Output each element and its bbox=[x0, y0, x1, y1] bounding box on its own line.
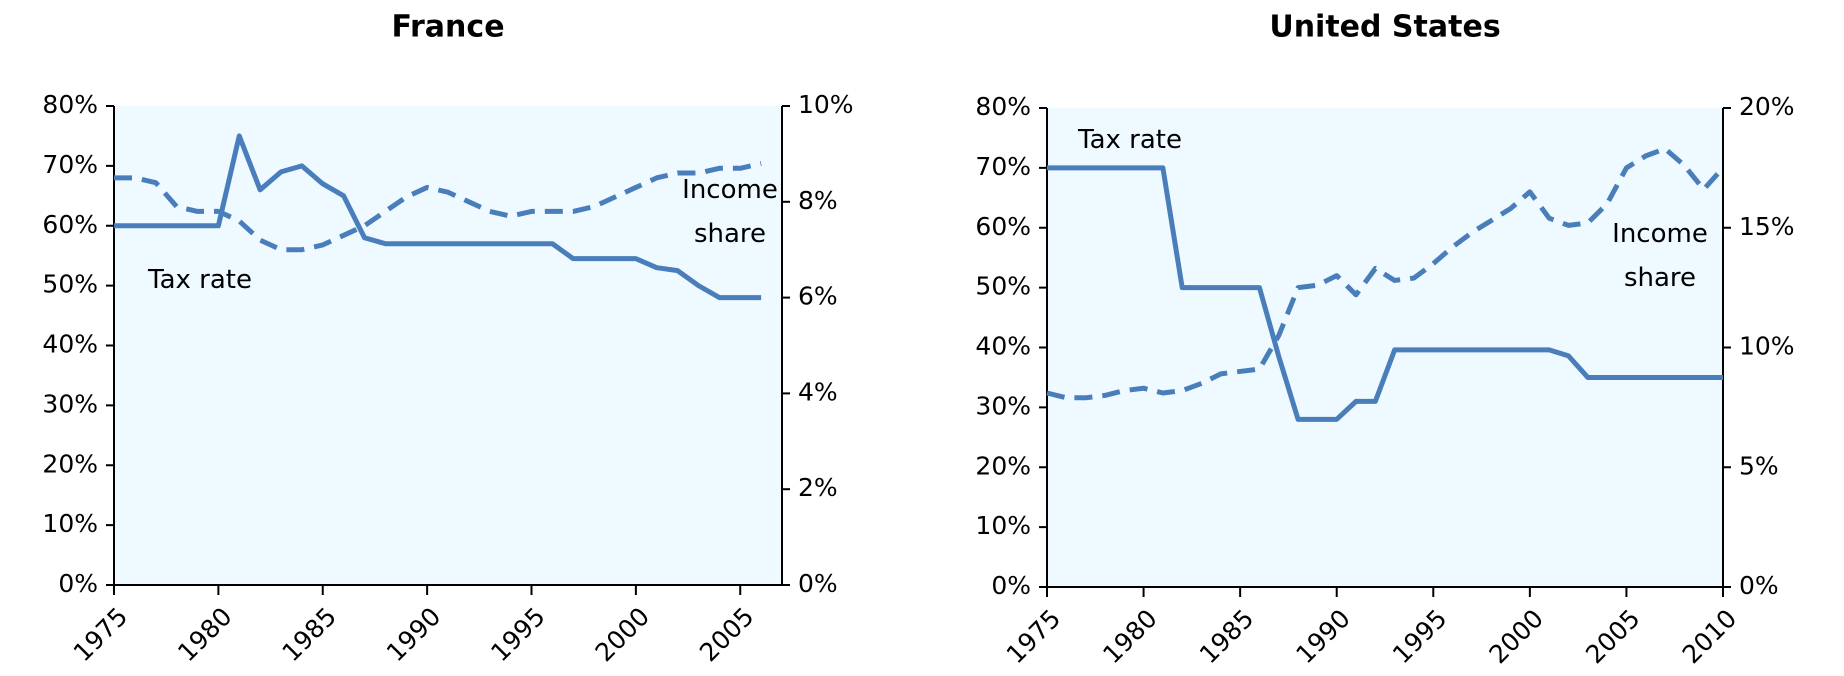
y2-tick-label: 8% bbox=[798, 186, 838, 215]
y-tick-label: 10% bbox=[42, 509, 98, 538]
y-tick-label: 20% bbox=[42, 449, 98, 478]
y2-tick-label: 6% bbox=[798, 282, 838, 311]
y-tick-label: 10% bbox=[975, 511, 1031, 540]
y-tick-label: 20% bbox=[975, 451, 1031, 480]
chart-title: France bbox=[391, 10, 504, 45]
series-line bbox=[1046, 146, 1725, 401]
y2-tick-label: 2% bbox=[798, 473, 838, 502]
plot-area bbox=[1047, 108, 1723, 587]
x-tick-label: 1985 bbox=[276, 602, 341, 667]
x-tick-label: 2000 bbox=[1484, 604, 1549, 669]
x-tick-label: 2000 bbox=[590, 602, 655, 667]
x-tick-label: 1975 bbox=[1001, 604, 1066, 669]
y-tick-label: 0% bbox=[58, 569, 98, 598]
x-tick-label: 1990 bbox=[1290, 604, 1355, 669]
y-tick-label: 70% bbox=[975, 152, 1031, 181]
chart-title: United States bbox=[1269, 10, 1500, 45]
y2-tick-label: 4% bbox=[798, 377, 838, 406]
y2-tick-label: 15% bbox=[1739, 212, 1795, 241]
y2-tick-label: 10% bbox=[798, 90, 854, 119]
x-tick-label: 1980 bbox=[172, 602, 237, 667]
x-tick-label: 1995 bbox=[485, 602, 550, 667]
y-tick-label: 0% bbox=[991, 571, 1031, 600]
y-tick-label: 30% bbox=[975, 391, 1031, 420]
y-tick-label: 40% bbox=[42, 330, 98, 359]
y-tick-label: 60% bbox=[975, 212, 1031, 241]
y2-tick-label: 10% bbox=[1739, 332, 1795, 361]
series-label: Income share bbox=[682, 175, 778, 249]
y-tick-label: 40% bbox=[975, 332, 1031, 361]
y2-tick-label: 0% bbox=[798, 569, 838, 598]
y-tick-label: 30% bbox=[42, 389, 98, 418]
y-tick-label: 80% bbox=[42, 90, 98, 119]
x-tick-label: 2010 bbox=[1677, 604, 1742, 669]
y-tick-label: 60% bbox=[42, 210, 98, 239]
y-tick-label: 50% bbox=[42, 270, 98, 299]
x-tick-label: 1980 bbox=[1097, 604, 1162, 669]
series-label: Income share bbox=[1612, 219, 1708, 293]
series-line bbox=[1047, 165, 1723, 422]
y-tick-label: 70% bbox=[42, 150, 98, 179]
x-tick-label: 1995 bbox=[1387, 604, 1452, 669]
y-tick-label: 50% bbox=[975, 272, 1031, 301]
x-tick-label: 1990 bbox=[381, 602, 446, 667]
y-tick-label: 80% bbox=[975, 92, 1031, 121]
series-label: Tax rate bbox=[1078, 125, 1182, 155]
y2-tick-label: 0% bbox=[1739, 571, 1779, 600]
x-tick-label: 2005 bbox=[694, 602, 759, 667]
series-label: Tax rate bbox=[148, 265, 252, 295]
x-tick-label: 1985 bbox=[1194, 604, 1259, 669]
x-tick-label: 1975 bbox=[68, 602, 133, 667]
y2-tick-label: 5% bbox=[1739, 451, 1779, 480]
x-tick-label: 2005 bbox=[1580, 604, 1645, 669]
series-line bbox=[114, 161, 762, 253]
y2-tick-label: 20% bbox=[1739, 92, 1795, 121]
